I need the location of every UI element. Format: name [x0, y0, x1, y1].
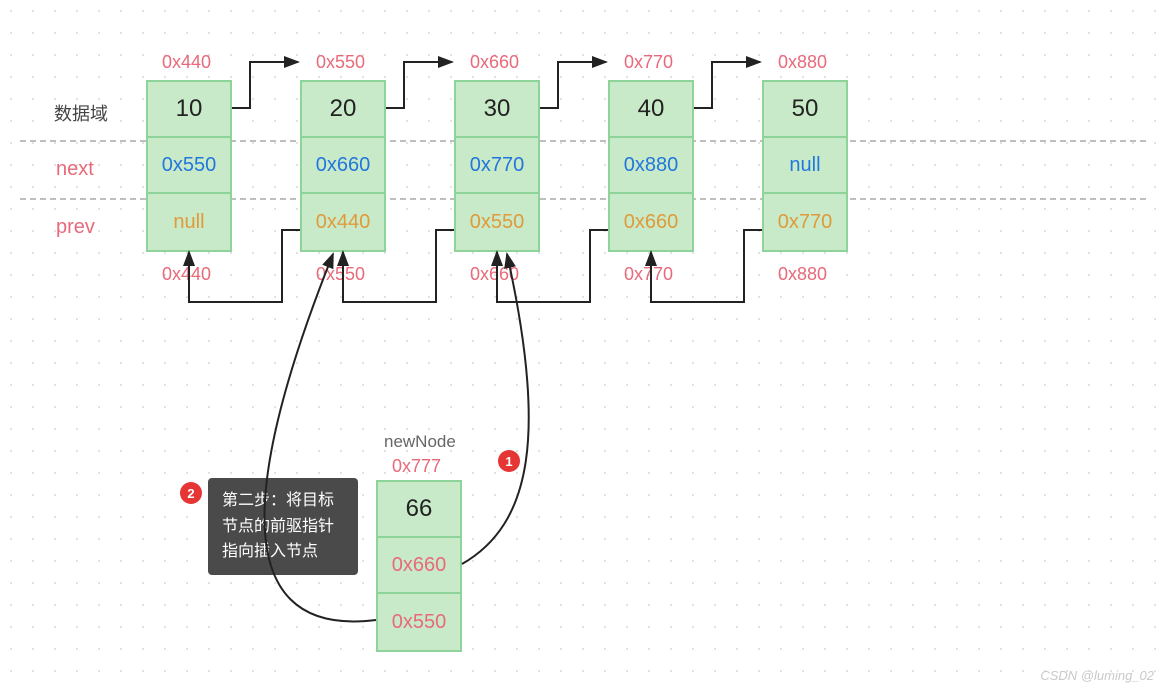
- new-node-data: 66: [378, 482, 460, 538]
- step-tooltip: 第二步：将目标节点的前驱指针指向插入节点: [208, 478, 358, 575]
- new-node-label: newNode: [384, 432, 456, 452]
- list-node: 40 0x880 0x660: [608, 80, 694, 252]
- node-prev: 0x440: [302, 194, 384, 250]
- node-next: 0x550: [148, 138, 230, 194]
- addr-top-1: 0x550: [316, 52, 365, 73]
- list-node: 50 null 0x770: [762, 80, 848, 252]
- step-badge-2: 2: [180, 482, 202, 504]
- new-node-addr: 0x777: [392, 456, 441, 477]
- node-next: 0x880: [610, 138, 692, 194]
- watermark: CSDN @luming_02: [1040, 668, 1154, 683]
- node-data: 10: [148, 82, 230, 138]
- addr-bot-2: 0x660: [470, 264, 519, 285]
- addr-bot-0: 0x440: [162, 264, 211, 285]
- addr-top-4: 0x880: [778, 52, 827, 73]
- list-node: 10 0x550 null: [146, 80, 232, 252]
- step-badge-1: 1: [498, 450, 520, 472]
- addr-bot-1: 0x550: [316, 264, 365, 285]
- node-prev: 0x550: [456, 194, 538, 250]
- node-data: 50: [764, 82, 846, 138]
- node-prev: 0x770: [764, 194, 846, 250]
- row-label-data: 数据域: [54, 100, 108, 126]
- new-node-next: 0x660: [378, 538, 460, 594]
- node-data: 40: [610, 82, 692, 138]
- node-next: 0x770: [456, 138, 538, 194]
- addr-top-0: 0x440: [162, 52, 211, 73]
- list-node: 30 0x770 0x550: [454, 80, 540, 252]
- addr-bot-4: 0x880: [778, 264, 827, 285]
- node-next: null: [764, 138, 846, 194]
- addr-top-3: 0x770: [624, 52, 673, 73]
- new-node-prev: 0x550: [378, 594, 460, 650]
- node-data: 30: [456, 82, 538, 138]
- node-data: 20: [302, 82, 384, 138]
- row-label-prev: prev: [56, 216, 95, 239]
- new-node: 66 0x660 0x550: [376, 480, 462, 652]
- diagram-canvas: 数据域 next prev 0x440 0x550 0x660 0x770 0x…: [0, 0, 1166, 689]
- node-prev: null: [148, 194, 230, 250]
- addr-bot-3: 0x770: [624, 264, 673, 285]
- node-prev: 0x660: [610, 194, 692, 250]
- addr-top-2: 0x660: [470, 52, 519, 73]
- row-label-next: next: [56, 158, 94, 181]
- list-node: 20 0x660 0x440: [300, 80, 386, 252]
- node-next: 0x660: [302, 138, 384, 194]
